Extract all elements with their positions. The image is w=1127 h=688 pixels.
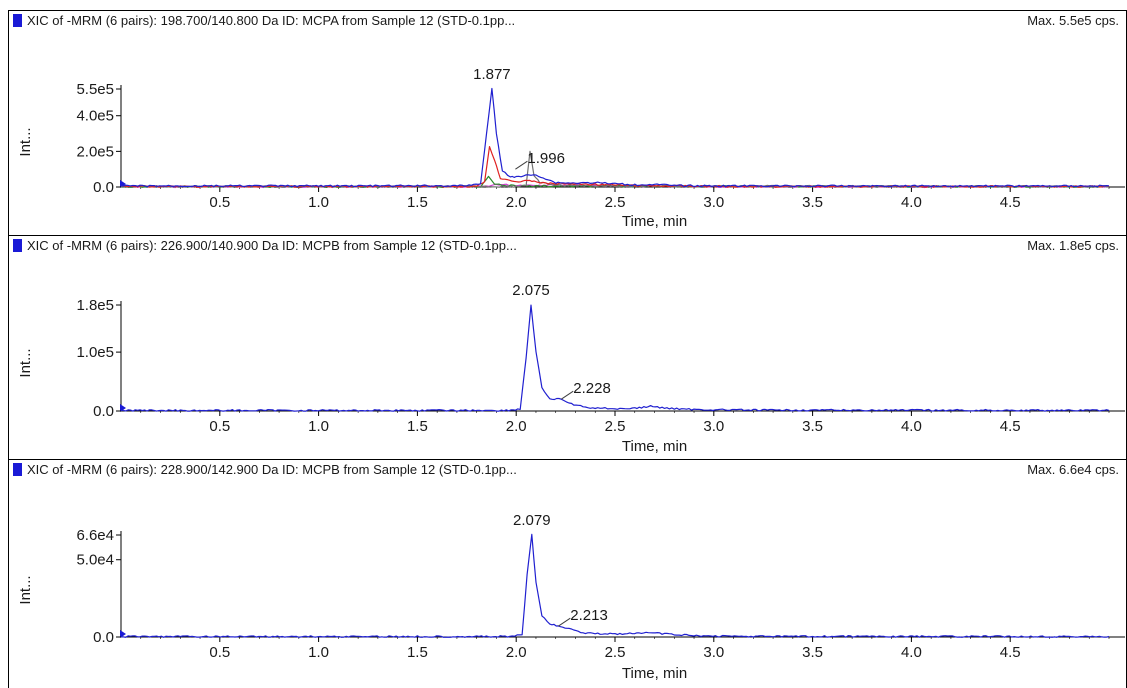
panel-header: XIC of -MRM (6 pairs): 228.900/142.900 D… — [13, 462, 1121, 478]
peak-apex-label: 2.213 — [570, 607, 608, 624]
x-axis-title: Time, min — [622, 438, 687, 455]
chromatogram-plot: 0.5 1.0 1.5 2.0 2.5 3.0 3.5 4.0 4.5 0.0 5.0e4 6.6e4… — [17, 512, 1125, 682]
max-intensity-label: Max. 1.8e5 cps. — [1027, 238, 1119, 253]
max-intensity-label: Max. 5.5e5 cps. — [1027, 13, 1119, 28]
x-tick-label: 2.0 — [506, 418, 527, 435]
y-tick-label: 1.0e5 — [76, 344, 114, 361]
y-axis-title: Int... — [17, 348, 34, 377]
x-tick-label: 4.5 — [1000, 644, 1021, 661]
peak-apex-label: 2.075 — [512, 282, 550, 299]
y-tick-label: 4.0e5 — [76, 108, 114, 125]
x-tick-label: 0.5 — [209, 194, 230, 211]
x-tick-label: 3.5 — [802, 194, 823, 211]
x-tick-label: 2.5 — [605, 194, 626, 211]
x-tick-label: 4.0 — [901, 644, 922, 661]
x-axis-title: Time, min — [622, 665, 687, 682]
xic-trace-line — [120, 304, 1110, 412]
y-tick-label: 1.8e5 — [76, 297, 114, 314]
xic-panel-mcpa-198: XIC of -MRM (6 pairs): 198.700/140.800 D… — [8, 10, 1127, 236]
x-tick-label: 3.0 — [703, 194, 724, 211]
x-tick-label: 0.5 — [209, 418, 230, 435]
xic-trace-line — [120, 150, 1110, 188]
x-tick-label: 2.0 — [506, 194, 527, 211]
panel-header: XIC of -MRM (6 pairs): 198.700/140.800 D… — [13, 13, 1121, 29]
xic-trace-line — [121, 87, 1110, 188]
x-tick-label: 4.5 — [1000, 194, 1021, 211]
x-tick-label: 2.5 — [605, 418, 626, 435]
x-tick-label: 3.0 — [703, 644, 724, 661]
y-tick-label: 5.0e4 — [76, 552, 114, 569]
peak-label-leader — [558, 617, 571, 627]
x-tick-label: 1.5 — [407, 418, 428, 435]
x-tick-label: 0.5 — [209, 644, 230, 661]
chromatogram-plot: 0.5 1.0 1.5 2.0 2.5 3.0 3.5 4.0 4.5 0.0 1.0e5 1.8e5… — [17, 282, 1125, 455]
y-tick-label: 0.0 — [93, 629, 114, 646]
y-tick-label: 2.0e5 — [76, 143, 114, 160]
xic-trace-line — [120, 146, 1110, 188]
panel-title: XIC of -MRM (6 pairs): 228.900/142.900 D… — [27, 462, 517, 477]
xic-trace-line — [120, 533, 1110, 638]
y-tick-label: 0.0 — [93, 403, 114, 420]
max-intensity-label: Max. 6.6e4 cps. — [1027, 462, 1119, 477]
y-axis-title: Int... — [17, 575, 34, 604]
x-tick-label: 4.0 — [901, 194, 922, 211]
panel-title: XIC of -MRM (6 pairs): 198.700/140.800 D… — [27, 13, 516, 28]
x-tick-label: 1.5 — [407, 194, 428, 211]
x-tick-label: 1.0 — [308, 644, 329, 661]
x-tick-label: 1.0 — [308, 194, 329, 211]
x-tick-label: 2.5 — [605, 644, 626, 661]
trace-color-swatch — [13, 239, 22, 252]
x-tick-label: 1.0 — [308, 418, 329, 435]
y-axis-title: Int... — [17, 127, 34, 156]
xic-panel-mcpb-226: XIC of -MRM (6 pairs): 226.900/140.900 D… — [8, 235, 1127, 460]
x-tick-label: 1.5 — [407, 644, 428, 661]
baseline-marker-icon — [120, 630, 126, 638]
trace-color-swatch — [13, 463, 22, 476]
x-tick-label: 3.5 — [802, 418, 823, 435]
peak-apex-label: 2.079 — [513, 512, 551, 529]
x-tick-label: 4.0 — [901, 418, 922, 435]
chromatogram-plot: 0.5 1.0 1.5 2.0 2.5 3.0 3.5 4.0 4.5 0.0 2.0e5 4.0e5… — [17, 66, 1125, 230]
x-tick-label: 2.0 — [506, 644, 527, 661]
x-tick-label: 3.0 — [703, 418, 724, 435]
peak-label-leader — [560, 390, 574, 400]
peak-apex-label: 1.996 — [527, 150, 565, 167]
panel-header: XIC of -MRM (6 pairs): 226.900/140.900 D… — [13, 238, 1121, 254]
x-tick-label: 4.5 — [1000, 418, 1021, 435]
panel-title: XIC of -MRM (6 pairs): 226.900/140.900 D… — [27, 238, 517, 253]
peak-apex-label: 1.877 — [473, 66, 511, 83]
x-axis-title: Time, min — [622, 213, 687, 230]
y-tick-label: 6.6e4 — [76, 527, 114, 544]
peak-label-leader — [515, 160, 528, 170]
y-tick-label: 0.0 — [93, 179, 114, 196]
xic-panel-mcpb-228: XIC of -MRM (6 pairs): 228.900/142.900 D… — [8, 459, 1127, 688]
y-tick-label: 5.5e5 — [76, 81, 114, 98]
peak-apex-label: 2.228 — [573, 380, 611, 397]
x-tick-label: 3.5 — [802, 644, 823, 661]
trace-color-swatch — [13, 14, 22, 27]
